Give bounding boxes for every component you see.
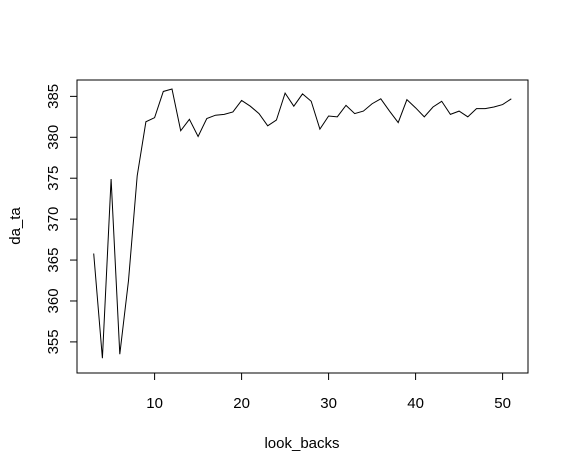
y-tick-label: 370 (45, 207, 62, 232)
x-tick-label: 40 (407, 395, 424, 412)
x-tick-label: 50 (494, 395, 511, 412)
x-axis-label: look_backs (264, 435, 339, 452)
x-tick-label: 30 (320, 395, 337, 412)
y-axis: 355 360 365 370 375 380 385 (45, 84, 77, 354)
series-line (93, 88, 512, 359)
y-axis-label: da_ta (7, 207, 24, 245)
y-tick-label: 365 (45, 248, 62, 273)
y-tick-label: 360 (45, 288, 62, 313)
y-tick-label: 385 (45, 84, 62, 109)
x-tick-label: 20 (233, 395, 250, 412)
y-tick-label: 380 (45, 125, 62, 150)
x-tick-label: 10 (146, 395, 163, 412)
plot-area-frame (76, 79, 529, 374)
y-tick-label: 375 (45, 166, 62, 191)
x-axis: 10 20 30 40 50 (146, 373, 511, 412)
y-tick-label: 355 (45, 329, 62, 354)
